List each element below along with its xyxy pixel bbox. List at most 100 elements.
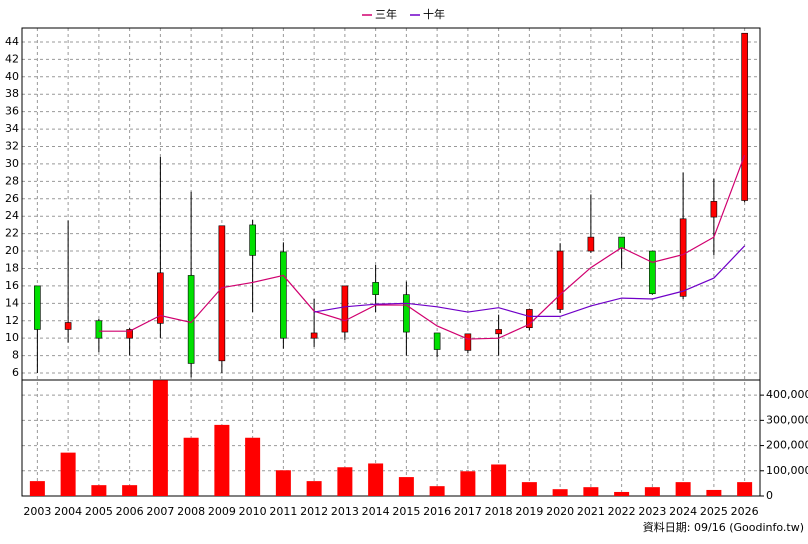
y-tick-label: 12 (5, 314, 19, 327)
candle-body (126, 329, 133, 339)
candle-body (310, 332, 318, 339)
x-tick-label: 2014 (362, 505, 390, 518)
x-tick-label: 2012 (300, 505, 328, 518)
x-tick-label: 2018 (485, 505, 513, 518)
y-tick-label: 16 (5, 279, 19, 292)
candle-body (618, 236, 625, 249)
volume-bar (214, 424, 230, 496)
x-tick-label: 2019 (515, 505, 543, 518)
x-tick-label: 2017 (454, 505, 482, 518)
volume-bar (337, 467, 353, 496)
candle-body (249, 224, 256, 256)
volume-bar (429, 486, 445, 496)
x-tick-label: 2010 (239, 505, 267, 518)
volume-bar (60, 452, 76, 496)
y-tick-label: 24 (5, 209, 19, 222)
y-tick-label: 38 (5, 87, 19, 100)
volume-bar (675, 482, 691, 496)
x-tick-label: 2025 (700, 505, 728, 518)
candle-body (95, 320, 103, 339)
volume-bar (614, 491, 630, 496)
volume-bar (583, 487, 599, 496)
y-tick-label: 28 (5, 174, 19, 187)
y-tick-label: 10 (5, 331, 19, 344)
candle-body (218, 225, 226, 362)
volume-bar (306, 481, 322, 496)
volume-bar (368, 463, 384, 496)
x-tick-label: 2021 (577, 505, 605, 518)
candle-body (710, 201, 718, 218)
y-tick-label: 42 (5, 52, 19, 65)
candle-body (34, 285, 41, 330)
volume-bar (491, 464, 507, 496)
y2-tick-label: 0 (766, 489, 773, 502)
line-series (98, 154, 746, 340)
y-tick-label: 36 (5, 105, 19, 118)
volume-bar (245, 437, 261, 496)
candle-body (556, 250, 564, 310)
y-tick-label: 22 (5, 227, 19, 240)
y2-tick-label: 100,000 (766, 464, 808, 477)
candle-body (403, 294, 410, 333)
y-tick-label: 34 (5, 122, 19, 135)
line-series (314, 245, 746, 317)
x-tick-label: 2009 (208, 505, 236, 518)
legend-label: 十年 (423, 7, 445, 21)
candle-body (679, 218, 687, 297)
x-tick-label: 2023 (638, 505, 666, 518)
y-tick-label: 30 (5, 157, 19, 170)
candle-body (64, 322, 72, 330)
candle-body (280, 251, 287, 339)
x-tick-label: 2015 (392, 505, 420, 518)
y-tick-label: 20 (5, 244, 19, 257)
x-tick-label: 2011 (269, 505, 297, 518)
volume-bar (275, 470, 291, 496)
x-tick-label: 2013 (331, 505, 359, 518)
volume-bar (737, 482, 753, 496)
candle-body (341, 285, 349, 333)
x-tick-label: 2003 (23, 505, 51, 518)
candle-body (526, 309, 533, 329)
volume-bar (152, 380, 168, 496)
y-tick-label: 18 (5, 261, 19, 274)
x-tick-label: 2007 (146, 505, 174, 518)
candle-body (587, 236, 595, 252)
x-tick-label: 2004 (54, 505, 82, 518)
y2-tick-label: 300,000 (766, 413, 808, 426)
candle-body (157, 272, 164, 324)
volume-bar (644, 487, 660, 496)
candle-body (433, 332, 441, 350)
y-tick-label: 40 (5, 70, 19, 83)
y-tick-label: 44 (5, 35, 19, 48)
volume-bar (29, 481, 45, 496)
candle-body (464, 333, 472, 351)
candle-body (649, 250, 656, 295)
volume-bar (91, 485, 107, 496)
footer: 資料日期: 09/16 (Goodinfo.tw) (643, 520, 804, 534)
candle-body (741, 32, 748, 201)
x-tick-label: 2020 (546, 505, 574, 518)
volume-bar (460, 471, 476, 496)
x-tick-label: 2024 (669, 505, 697, 518)
candle-body (372, 282, 379, 295)
y2-tick-label: 200,000 (766, 439, 808, 452)
volume-bar (552, 489, 568, 496)
x-tick-label: 2022 (608, 505, 636, 518)
volume-bar (122, 485, 138, 496)
x-tick-label: 2005 (85, 505, 113, 518)
y-tick-label: 32 (5, 139, 19, 152)
y-tick-label: 6 (12, 366, 19, 379)
x-tick-label: 2016 (423, 505, 451, 518)
candle-body (495, 329, 502, 335)
y2-tick-label: 400,000 (766, 388, 808, 401)
volume-bar (706, 489, 722, 496)
x-tick-label: 2006 (116, 505, 144, 518)
x-tick-label: 2008 (177, 505, 205, 518)
y-tick-label: 26 (5, 192, 19, 205)
y-tick-label: 14 (5, 296, 19, 309)
x-tick-label: 2026 (731, 505, 759, 518)
plot-frame (21, 379, 761, 497)
y-tick-label: 8 (12, 349, 19, 362)
